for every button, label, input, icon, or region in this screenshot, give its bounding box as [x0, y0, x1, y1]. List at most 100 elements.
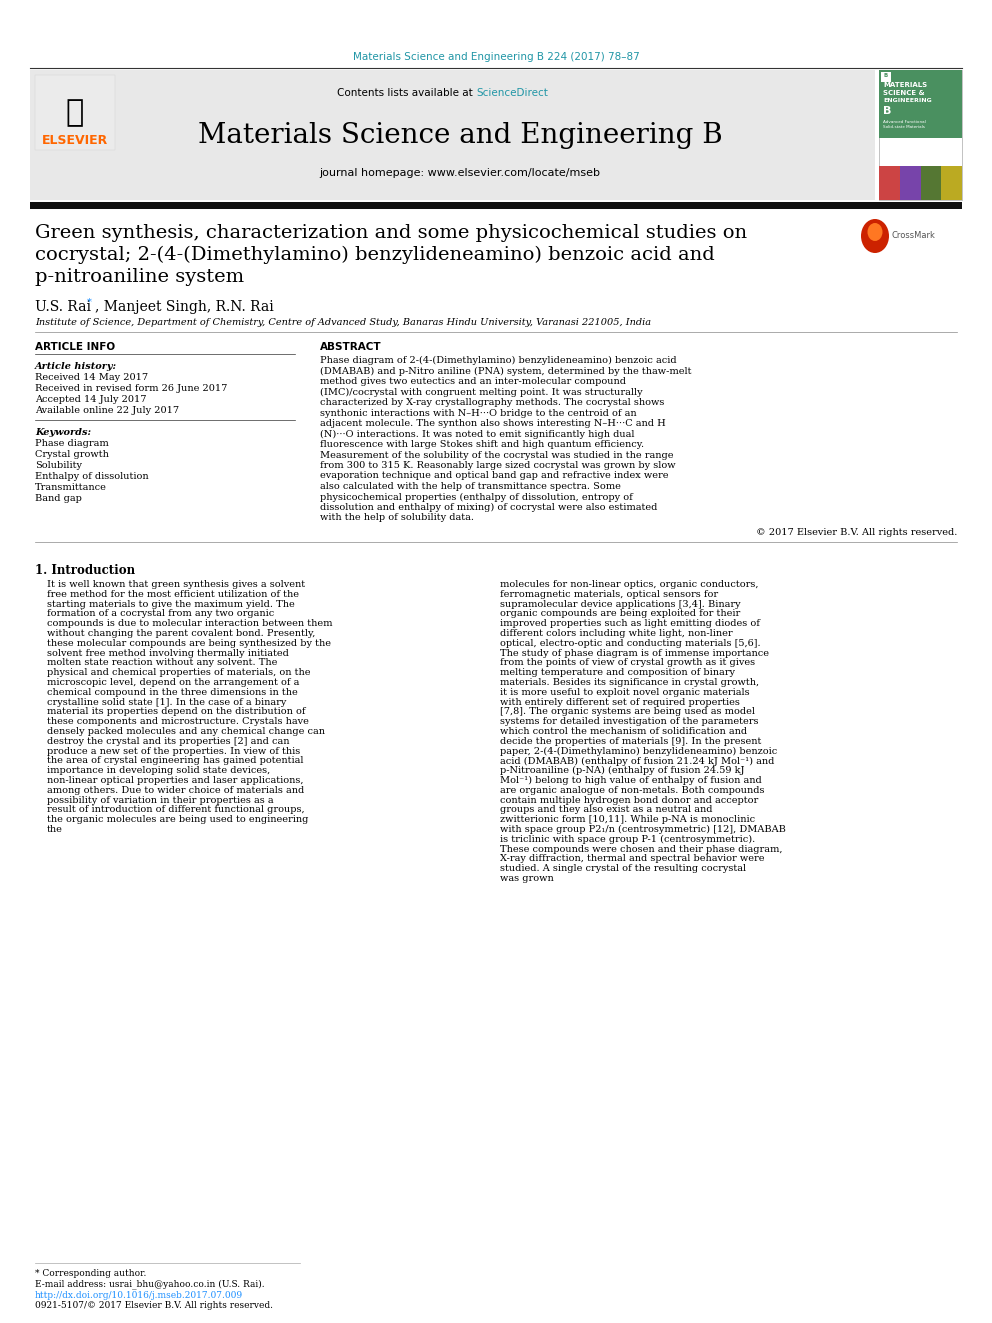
Text: (IMC)/cocrystal with congruent melting point. It was structurally: (IMC)/cocrystal with congruent melting p… — [320, 388, 643, 397]
Bar — [30, 70, 875, 200]
Text: non-linear optical properties and laser applications,: non-linear optical properties and laser … — [47, 777, 304, 785]
Text: Received in revised form 26 June 2017: Received in revised form 26 June 2017 — [35, 384, 227, 393]
Text: Phase diagram of 2-(4-(Dimethylamino) benzylideneamino) benzoic acid: Phase diagram of 2-(4-(Dimethylamino) be… — [320, 356, 677, 365]
Text: optical, electro-optic and conducting materials [5,6].: optical, electro-optic and conducting ma… — [500, 639, 761, 648]
Text: Materials Science and Engineering B: Materials Science and Engineering B — [197, 122, 722, 149]
Text: Materials Science and Engineering B 224 (2017) 78–87: Materials Science and Engineering B 224 … — [352, 52, 640, 62]
Ellipse shape — [867, 224, 883, 241]
Text: MATERIALS: MATERIALS — [883, 82, 928, 89]
Text: U.S. Rai: U.S. Rai — [35, 300, 91, 314]
Text: with space group P2₁/n (centrosymmetric) [12], DMABAB: with space group P2₁/n (centrosymmetric)… — [500, 826, 786, 833]
Text: Received 14 May 2017: Received 14 May 2017 — [35, 373, 148, 382]
Text: Advanced Functional: Advanced Functional — [883, 120, 926, 124]
Text: 1. Introduction: 1. Introduction — [35, 564, 135, 577]
Text: ScienceDirect: ScienceDirect — [476, 89, 548, 98]
Text: zwitterionic form [10,11]. While p-NA is monoclinic: zwitterionic form [10,11]. While p-NA is… — [500, 815, 755, 824]
Text: journal homepage: www.elsevier.com/locate/mseb: journal homepage: www.elsevier.com/locat… — [319, 168, 600, 179]
Bar — [879, 70, 962, 138]
Text: compounds is due to molecular interaction between them: compounds is due to molecular interactio… — [47, 619, 332, 628]
Text: systems for detailed investigation of the parameters: systems for detailed investigation of th… — [500, 717, 759, 726]
Text: decide the properties of materials [9]. In the present: decide the properties of materials [9]. … — [500, 737, 762, 746]
Text: fluorescence with large Stokes shift and high quantum efficiency.: fluorescence with large Stokes shift and… — [320, 441, 644, 448]
Text: among others. Due to wider choice of materials and: among others. Due to wider choice of mat… — [47, 786, 305, 795]
Text: ENGINEERING: ENGINEERING — [883, 98, 931, 103]
Text: © 2017 Elsevier B.V. All rights reserved.: © 2017 Elsevier B.V. All rights reserved… — [756, 528, 957, 537]
Text: 🌲: 🌲 — [65, 98, 84, 127]
Text: CrossMark: CrossMark — [892, 232, 935, 239]
Text: B: B — [883, 106, 892, 116]
Text: with entirely different set of required properties: with entirely different set of required … — [500, 697, 740, 706]
Text: ABSTRACT: ABSTRACT — [320, 343, 382, 352]
Text: Article history:: Article history: — [35, 363, 117, 370]
Text: Institute of Science, Department of Chemistry, Centre of Advanced Study, Banaras: Institute of Science, Department of Chem… — [35, 318, 651, 327]
Text: improved properties such as light emitting diodes of: improved properties such as light emitti… — [500, 619, 760, 628]
Text: http://dx.doi.org/10.1016/j.mseb.2017.07.009: http://dx.doi.org/10.1016/j.mseb.2017.07… — [35, 1291, 243, 1301]
Text: Mol⁻¹) belong to high value of enthalpy of fusion and: Mol⁻¹) belong to high value of enthalpy … — [500, 777, 762, 785]
Text: contain multiple hydrogen bond donor and acceptor: contain multiple hydrogen bond donor and… — [500, 795, 758, 804]
Text: densely packed molecules and any chemical change can: densely packed molecules and any chemica… — [47, 728, 325, 736]
Bar — [921, 165, 941, 200]
Text: Accepted 14 July 2017: Accepted 14 July 2017 — [35, 396, 147, 404]
Text: It is well known that green synthesis gives a solvent: It is well known that green synthesis gi… — [47, 579, 306, 589]
Text: groups and they also exist as a neutral and: groups and they also exist as a neutral … — [500, 806, 712, 815]
Text: importance in developing solid state devices,: importance in developing solid state dev… — [47, 766, 270, 775]
Text: crystalline solid state [1]. In the case of a binary: crystalline solid state [1]. In the case… — [47, 697, 287, 706]
Text: evaporation technique and optical band gap and refractive index were: evaporation technique and optical band g… — [320, 471, 669, 480]
Ellipse shape — [861, 220, 889, 253]
Text: Phase diagram: Phase diagram — [35, 439, 109, 448]
Text: Solid-state Materials: Solid-state Materials — [883, 124, 925, 130]
Text: p-Nitroaniline (p-NA) (enthalpy of fusion 24.59 kJ: p-Nitroaniline (p-NA) (enthalpy of fusio… — [500, 766, 745, 775]
Text: (N)···O interactions. It was noted to emit significantly high dual: (N)···O interactions. It was noted to em… — [320, 430, 635, 439]
Text: organic compounds are being exploited for their: organic compounds are being exploited fo… — [500, 610, 740, 618]
Text: synthonic interactions with N–H···O bridge to the centroid of an: synthonic interactions with N–H···O brid… — [320, 409, 637, 418]
Text: which control the mechanism of solidification and: which control the mechanism of solidific… — [500, 728, 747, 736]
Text: , Manjeet Singh, R.N. Rai: , Manjeet Singh, R.N. Rai — [95, 300, 274, 314]
Text: with the help of solubility data.: with the help of solubility data. — [320, 513, 474, 523]
Bar — [879, 165, 900, 200]
Text: The study of phase diagram is of immense importance: The study of phase diagram is of immense… — [500, 648, 769, 658]
Bar — [881, 71, 891, 82]
Text: from the points of view of crystal growth as it gives: from the points of view of crystal growt… — [500, 659, 755, 667]
Text: Crystal growth: Crystal growth — [35, 450, 109, 459]
Text: X-ray diffraction, thermal and spectral behavior were: X-ray diffraction, thermal and spectral … — [500, 855, 765, 864]
Text: it is more useful to exploit novel organic materials: it is more useful to exploit novel organ… — [500, 688, 750, 697]
Text: acid (DMABAB) (enthalpy of fusion 21.24 kJ Mol⁻¹) and: acid (DMABAB) (enthalpy of fusion 21.24 … — [500, 757, 775, 766]
Text: Measurement of the solubility of the cocrystal was studied in the range: Measurement of the solubility of the coc… — [320, 451, 674, 459]
Text: Transmittance: Transmittance — [35, 483, 107, 492]
Text: p-nitroaniline system: p-nitroaniline system — [35, 269, 244, 286]
Text: physical and chemical properties of materials, on the: physical and chemical properties of mate… — [47, 668, 310, 677]
Text: (DMABAB) and p-Nitro aniline (PNA) system, determined by the thaw-melt: (DMABAB) and p-Nitro aniline (PNA) syste… — [320, 366, 691, 376]
Text: without changing the parent covalent bond. Presently,: without changing the parent covalent bon… — [47, 628, 315, 638]
Text: Band gap: Band gap — [35, 493, 82, 503]
Bar — [30, 202, 962, 209]
Text: starting materials to give the maximum yield. The: starting materials to give the maximum y… — [47, 599, 295, 609]
Bar — [879, 70, 962, 200]
Text: from 300 to 315 K. Reasonably large sized cocrystal was grown by slow: from 300 to 315 K. Reasonably large size… — [320, 460, 676, 470]
Text: these molecular compounds are being synthesized by the: these molecular compounds are being synt… — [47, 639, 331, 648]
Text: These compounds were chosen and their phase diagram,: These compounds were chosen and their ph… — [500, 844, 783, 853]
Text: different colors including white light, non-liner: different colors including white light, … — [500, 628, 733, 638]
Text: ferromagnetic materials, optical sensors for: ferromagnetic materials, optical sensors… — [500, 590, 718, 599]
Text: cocrystal; 2-(4-(Dimethylamino) benzylideneamino) benzoic acid and: cocrystal; 2-(4-(Dimethylamino) benzylid… — [35, 246, 715, 265]
Text: paper, 2-(4-(Dimethylamino) benzylideneamino) benzoic: paper, 2-(4-(Dimethylamino) benzylidenea… — [500, 746, 778, 755]
Text: chemical compound in the three dimensions in the: chemical compound in the three dimension… — [47, 688, 298, 697]
Text: are organic analogue of non-metals. Both compounds: are organic analogue of non-metals. Both… — [500, 786, 765, 795]
Text: free method for the most efficient utilization of the: free method for the most efficient utili… — [47, 590, 299, 599]
Text: destroy the crystal and its properties [2] and can: destroy the crystal and its properties [… — [47, 737, 290, 746]
Text: Enthalpy of dissolution: Enthalpy of dissolution — [35, 472, 149, 482]
Text: is triclinic with space group P-1 (centrosymmetric).: is triclinic with space group P-1 (centr… — [500, 835, 755, 844]
Text: adjacent molecule. The synthon also shows interesting N–H···C and H: adjacent molecule. The synthon also show… — [320, 419, 666, 429]
Text: these components and microstructure. Crystals have: these components and microstructure. Cry… — [47, 717, 309, 726]
Bar — [35, 75, 115, 149]
Bar — [941, 165, 962, 200]
Text: was grown: was grown — [500, 875, 554, 882]
Text: method gives two eutectics and an inter-molecular compound: method gives two eutectics and an inter-… — [320, 377, 626, 386]
Text: 0921-5107/© 2017 Elsevier B.V. All rights reserved.: 0921-5107/© 2017 Elsevier B.V. All right… — [35, 1301, 273, 1310]
Text: Keywords:: Keywords: — [35, 429, 91, 437]
Text: molecules for non-linear optics, organic conductors,: molecules for non-linear optics, organic… — [500, 579, 759, 589]
Text: dissolution and enthalpy of mixing) of cocrystal were also estimated: dissolution and enthalpy of mixing) of c… — [320, 503, 658, 512]
Text: possibility of variation in their properties as a: possibility of variation in their proper… — [47, 795, 274, 804]
Text: SCIENCE &: SCIENCE & — [883, 90, 925, 97]
Text: ARTICLE INFO: ARTICLE INFO — [35, 343, 115, 352]
Text: result of introduction of different functional groups,: result of introduction of different func… — [47, 806, 305, 815]
